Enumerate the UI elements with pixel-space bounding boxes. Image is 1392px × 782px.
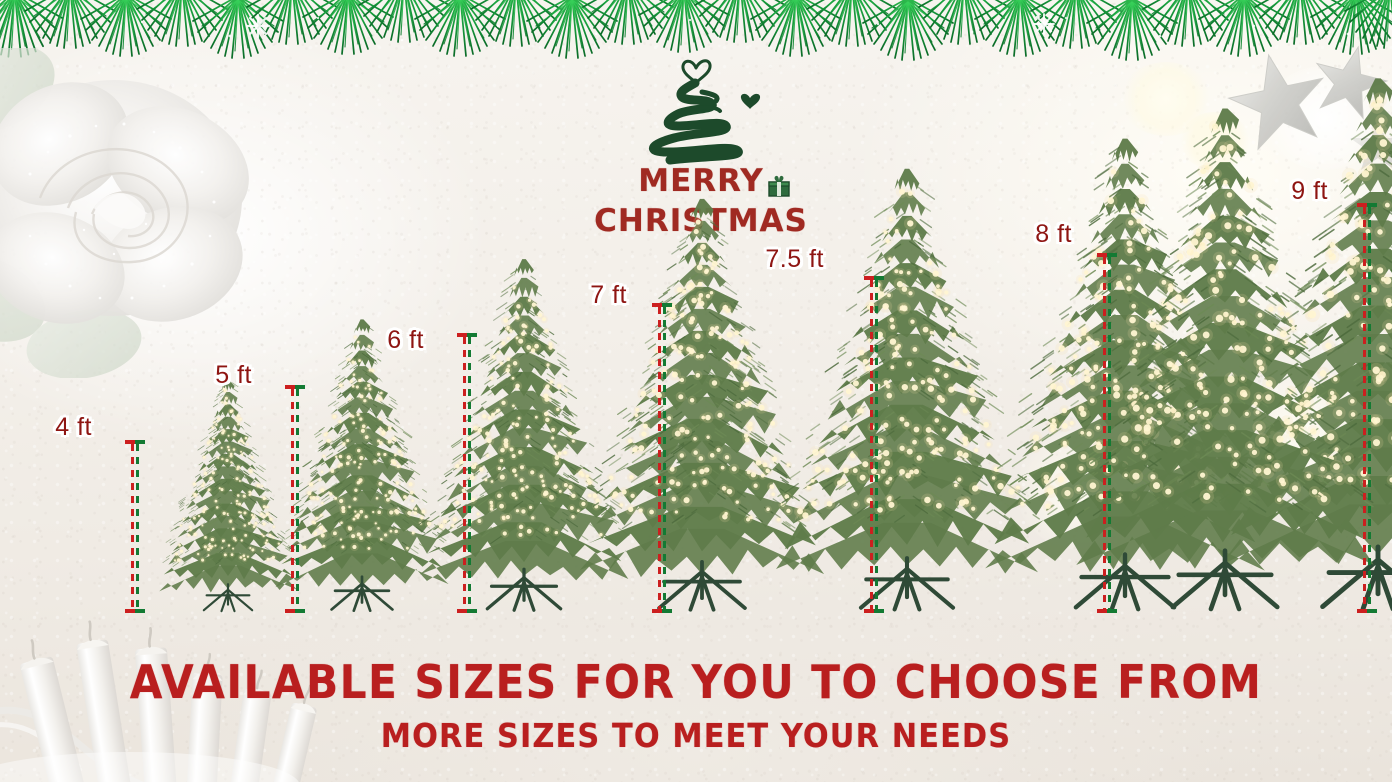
marker-dash-green (296, 389, 299, 609)
christmas-tree-extra (1071, 90, 1376, 613)
marker-dash-green (1368, 207, 1371, 609)
marker-dashed-lines (128, 440, 142, 613)
size-marker-6-ft (457, 333, 477, 613)
marker-dash-green (468, 337, 471, 609)
size-label-4-ft: 4 ft (55, 413, 92, 441)
christmas-tree-5-ft (274, 309, 451, 613)
marker-dashed-lines (867, 276, 881, 613)
pine-garland-svg (0, 0, 1392, 62)
marker-dash-red (870, 280, 873, 609)
headline-primary: AVAILABLE SIZES FOR YOU TO CHOOSE FROM (129, 655, 1263, 709)
christmas-tree-7-ft (578, 184, 826, 613)
size-label-9-ft: 9 ft (1291, 177, 1328, 205)
marker-dash-green (875, 280, 878, 609)
marker-cap-bottom (285, 609, 305, 613)
gift-box-icon (768, 175, 790, 197)
christmas-tree-4-ft (158, 371, 298, 613)
size-label-7-5-ft: 7.5 ft (765, 245, 824, 273)
marker-cap-bottom (1357, 609, 1377, 613)
marker-cap-bottom (125, 609, 145, 613)
marker-cap-top (1357, 203, 1377, 207)
size-marker-5-ft (285, 385, 305, 613)
marker-dash-green (1108, 257, 1111, 609)
size-marker-8-ft (1097, 253, 1117, 613)
marker-dash-red (1103, 257, 1106, 609)
marker-dash-red (1363, 207, 1366, 609)
marker-cap-top (864, 276, 884, 280)
marker-cap-top (125, 440, 145, 444)
marker-dashed-lines (1360, 203, 1374, 613)
marker-dashed-lines (460, 333, 474, 613)
size-marker-4-ft (125, 440, 145, 613)
marker-cap-bottom (864, 609, 884, 613)
heart-icon (740, 93, 761, 109)
marker-dash-red (291, 389, 294, 609)
marker-dash-red (658, 307, 661, 609)
size-label-5-ft: 5 ft (215, 361, 252, 389)
headline-secondary: MORE SIZES TO MEET YOUR NEEDS (380, 716, 1012, 755)
size-label-7-ft: 7 ft (590, 281, 627, 309)
marker-dash-red (131, 444, 134, 609)
marker-dash-green (663, 307, 666, 609)
pine-garland (0, 0, 1392, 74)
size-marker-9-ft (1357, 203, 1377, 613)
marker-cap-top (652, 303, 672, 307)
christmas-tree-7-5-ft (773, 153, 1040, 613)
size-marker-7-ft (652, 303, 672, 613)
marker-dash-green (136, 444, 139, 609)
marker-cap-bottom (652, 609, 672, 613)
marker-cap-top (1097, 253, 1117, 257)
scribble-tree-icon (648, 59, 761, 165)
size-marker-7-5-ft (864, 276, 884, 613)
marker-cap-bottom (457, 609, 477, 613)
logo-line-merry: MERRY (638, 163, 764, 199)
marker-dashed-lines (288, 385, 302, 613)
marker-cap-bottom (1097, 609, 1117, 613)
size-label-8-ft: 8 ft (1035, 220, 1072, 248)
marker-cap-top (457, 333, 477, 337)
size-label-6-ft: 6 ft (387, 326, 424, 354)
marker-dashed-lines (655, 303, 669, 613)
snowflake-icon (245, 13, 1055, 39)
marker-dashed-lines (1100, 253, 1114, 613)
marker-cap-top (285, 385, 305, 389)
marker-dash-red (463, 337, 466, 609)
